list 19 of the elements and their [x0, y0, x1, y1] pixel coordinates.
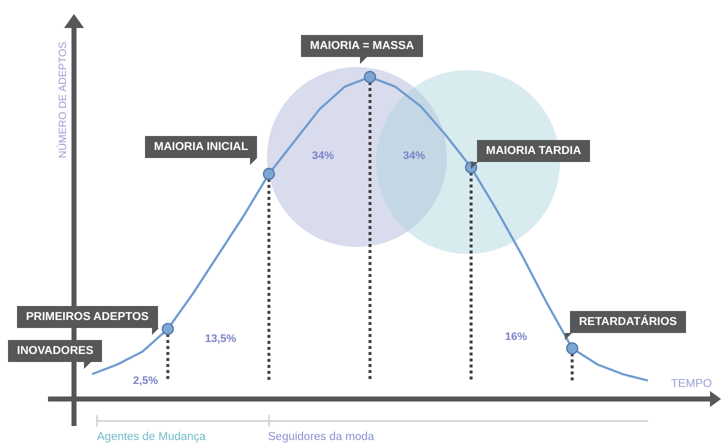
- annotation: 16%: [505, 331, 528, 343]
- point: [364, 70, 376, 84]
- text: Seguidores da moda: [268, 431, 374, 443]
- text: Agentes de Mudança: [97, 431, 206, 443]
- point: [162, 322, 174, 336]
- annotation: 34%: [403, 150, 426, 162]
- annotation: RETARDATÁRIOS: [579, 316, 677, 328]
- annotation: PRIMEIROS ADEPTOS: [26, 311, 149, 323]
- annotation: 13,5%: [205, 333, 236, 345]
- annotation: MAIORIA TARDIA: [486, 145, 582, 157]
- annotation: 34%: [312, 150, 334, 162]
- annotation: 2,5%: [133, 375, 158, 387]
- annotation: INOVADORES: [17, 345, 94, 357]
- point: [262, 168, 276, 180]
- point: [566, 342, 578, 354]
- annotation: MAIORIA INICIAL: [154, 141, 248, 153]
- y-axis-title: NÚMERO DE ADEPTOS: [57, 42, 69, 158]
- x-axis-title: TEMPO: [671, 378, 712, 390]
- text: MAIORIA = MASSA: [310, 40, 414, 52]
